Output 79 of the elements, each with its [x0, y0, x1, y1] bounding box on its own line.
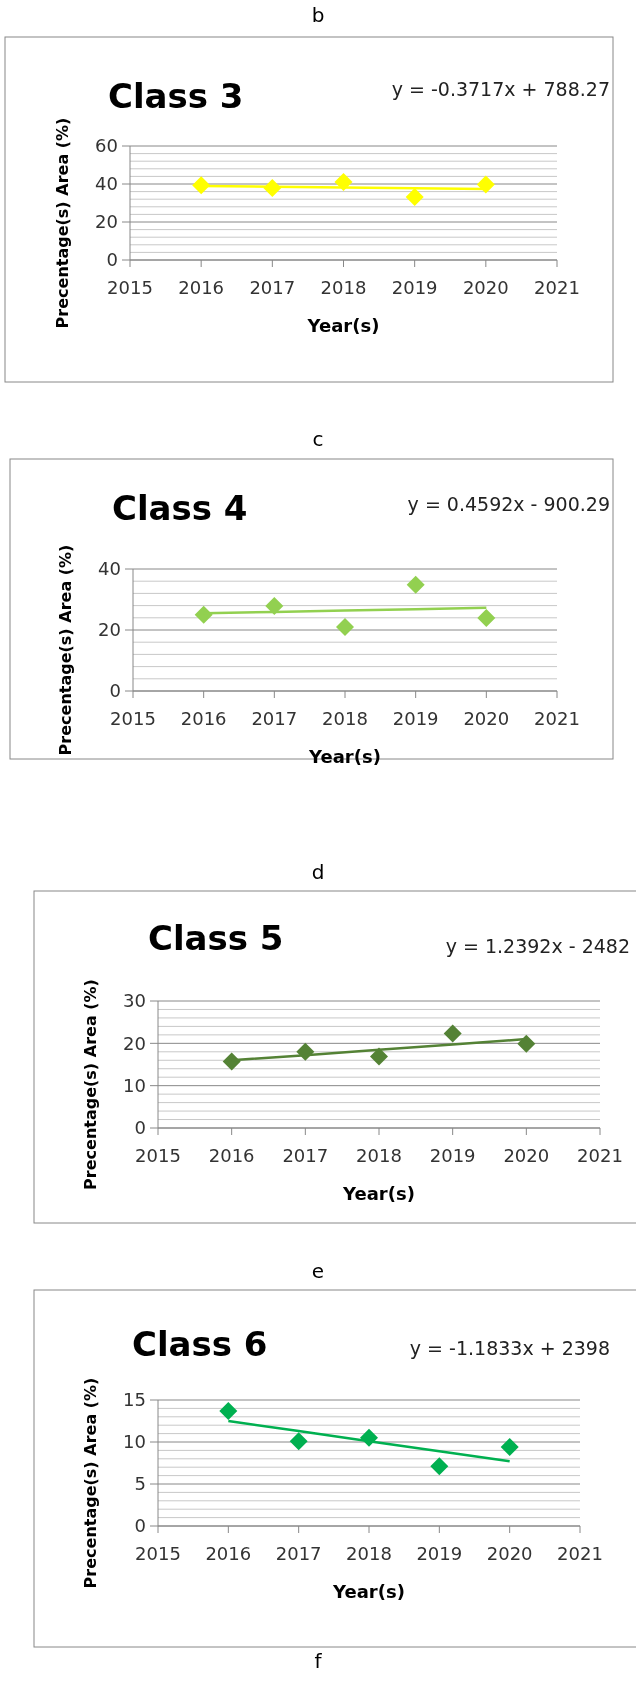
- x-tick-label: 2020: [503, 1145, 550, 1166]
- point: [477, 609, 496, 628]
- y-tick-label: 10: [123, 1074, 146, 1096]
- point: [289, 1432, 308, 1451]
- y-axis-title: Precentage(s) Area (%): [81, 979, 100, 1190]
- chart-title: Class 3: [108, 76, 244, 116]
- x-tick-label: 2015: [135, 1543, 181, 1564]
- y-tick-label: 15: [123, 1389, 146, 1411]
- text: y = -0.3717x + 788.27: [391, 78, 610, 100]
- x-tick-label: 2020: [486, 1543, 533, 1564]
- x-tick-label: 2017: [249, 277, 296, 298]
- x-tick-label: 2017: [251, 708, 298, 729]
- text: y = 0.4592x - 900.29: [407, 493, 610, 515]
- x-axis-title: Year(s): [342, 1183, 415, 1204]
- x-tick-label: 2016: [178, 277, 225, 298]
- point: [192, 176, 211, 195]
- y-tick-label: 40: [95, 173, 118, 195]
- x-tick-label: 2018: [346, 1543, 392, 1564]
- text: e: [311, 1259, 325, 1283]
- y-axis-title: Precentage(s) Area (%): [53, 117, 72, 329]
- x-tick-label: 2017: [282, 1145, 329, 1166]
- point: [405, 188, 424, 207]
- point: [430, 1457, 449, 1476]
- point: [500, 1438, 519, 1457]
- point: [336, 617, 354, 636]
- point: [476, 175, 495, 194]
- y-axis-title: Precentage(s) Area (%): [56, 544, 75, 756]
- x-tick-label: 2015: [135, 1145, 181, 1166]
- x-tick-label: 2016: [208, 1145, 255, 1166]
- y-tick-label: 0: [109, 680, 121, 702]
- point: [517, 1034, 536, 1053]
- text: b: [311, 3, 325, 27]
- y-tick-label: 0: [134, 1117, 146, 1139]
- point: [194, 605, 213, 624]
- x-tick-label: 2018: [356, 1145, 402, 1166]
- y-tick-label: 20: [123, 1032, 146, 1054]
- x-tick-label: 2019: [416, 1543, 463, 1564]
- x-tick-label: 2020: [462, 277, 509, 298]
- x-tick-label: 2021: [577, 1145, 623, 1166]
- x-tick-label: 2021: [534, 277, 580, 298]
- x-tick-label: 2020: [463, 708, 510, 729]
- text: f: [314, 1649, 323, 1673]
- y-tick-label: 5: [134, 1473, 146, 1495]
- text: c: [312, 427, 324, 451]
- x-axis-title: Year(s): [306, 315, 380, 336]
- point: [219, 1401, 238, 1420]
- x-tick-label: 2021: [534, 708, 580, 729]
- x-tick-label: 2016: [205, 1543, 252, 1564]
- chart-title: Class 6: [132, 1324, 268, 1364]
- x-tick-label: 2018: [322, 708, 368, 729]
- text: y = -1.1833x + 2398: [409, 1337, 610, 1359]
- y-tick-label: 0: [106, 249, 118, 271]
- x-tick-label: 2015: [110, 708, 156, 729]
- text: d: [311, 860, 325, 884]
- chart-title: Class 5: [148, 918, 284, 958]
- y-tick-label: 30: [123, 990, 146, 1012]
- y-tick-label: 10: [123, 1431, 146, 1453]
- y-axis-title: Precentage(s) Area (%): [81, 1377, 100, 1589]
- point: [406, 575, 425, 594]
- y-tick-label: 20: [95, 211, 118, 233]
- x-tick-label: 2019: [392, 708, 439, 729]
- x-axis-title: Year(s): [308, 746, 381, 767]
- x-tick-label: 2021: [557, 1543, 603, 1564]
- point: [443, 1024, 462, 1043]
- x-tick-label: 2019: [429, 1145, 476, 1166]
- x-tick-label: 2019: [391, 277, 438, 298]
- point: [265, 596, 284, 615]
- point: [222, 1052, 241, 1071]
- y-tick-label: 20: [98, 619, 121, 641]
- y-tick-label: 60: [95, 135, 118, 157]
- x-tick-label: 2018: [320, 277, 367, 298]
- x-tick-label: 2016: [180, 708, 227, 729]
- chart-title: Class 4: [112, 488, 248, 528]
- text: y = 1.2392x - 2482: [445, 935, 630, 957]
- y-tick-label: 40: [98, 558, 121, 580]
- x-axis-title: Year(s): [332, 1581, 405, 1602]
- x-tick-label: 2015: [107, 277, 153, 298]
- x-tick-label: 2017: [275, 1543, 322, 1564]
- y-tick-label: 0: [134, 1515, 146, 1537]
